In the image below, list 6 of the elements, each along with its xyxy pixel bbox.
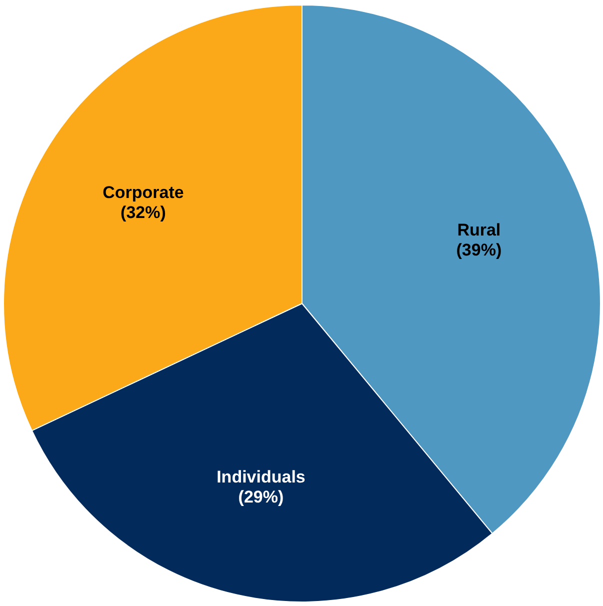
- data-label: (39%): [456, 240, 502, 260]
- data-label: (32%): [120, 203, 166, 222]
- slice-label: Individuals: [216, 468, 306, 487]
- data-label: (29%): [238, 488, 284, 507]
- slice-label: Rural: [457, 220, 501, 240]
- slice-label: Corporate: [102, 183, 184, 202]
